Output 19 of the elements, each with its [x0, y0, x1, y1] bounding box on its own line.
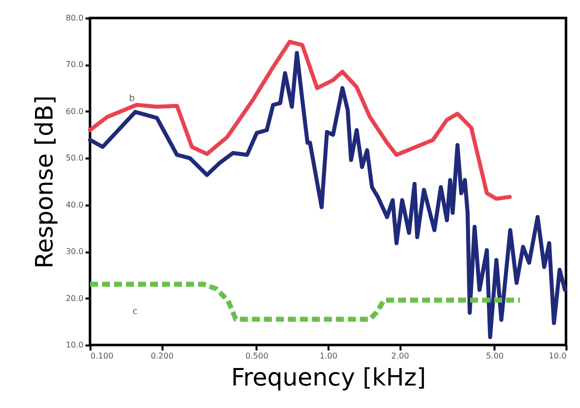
y-tick-label: 60.0 — [66, 106, 84, 116]
x-tick-label: 0.200 — [150, 352, 174, 360]
annotation: b — [129, 94, 136, 104]
x-axis-title: Frequency [kHz] — [231, 364, 426, 392]
y-tick-label: 30.0 — [66, 247, 84, 256]
y-tick-label: 80.0 — [66, 14, 84, 22]
annotation: c — [132, 307, 138, 317]
x-tick-label: 10.0 — [548, 352, 566, 360]
y-axis-title: Response [dB] — [30, 95, 59, 269]
x-tick-label: 0.100 — [90, 352, 114, 360]
x-tick-label: 0.500 — [245, 352, 268, 360]
y-tick-label: 50.0 — [66, 154, 84, 163]
x-tick-label: 5.00 — [486, 352, 504, 360]
x-tick-label: 1.00 — [320, 352, 338, 360]
y-tick-label: 10.0 — [66, 340, 84, 350]
y-tick-label: 40.0 — [66, 200, 84, 210]
y-tick-label: 70.0 — [66, 60, 84, 70]
y-tick-label: 20.0 — [66, 294, 84, 303]
x-tick-label: 2.00 — [391, 352, 410, 360]
